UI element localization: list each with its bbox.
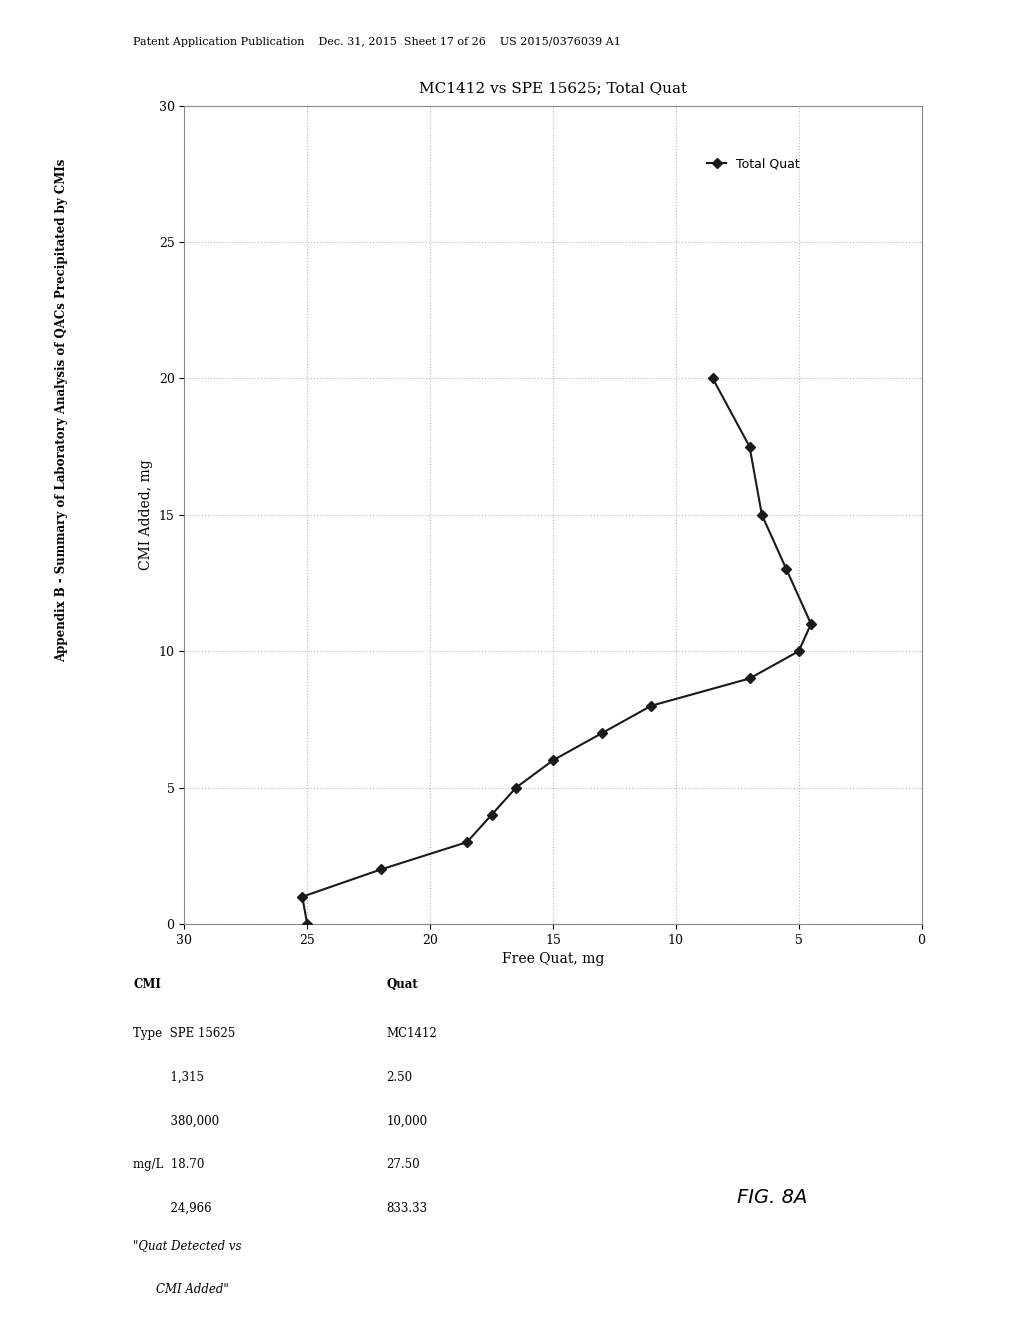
X-axis label: Free Quat, mg: Free Quat, mg [502,952,604,966]
Text: Patent Application Publication    Dec. 31, 2015  Sheet 17 of 26    US 2015/03760: Patent Application Publication Dec. 31, … [133,37,621,48]
Text: mg/L  18.70: mg/L 18.70 [133,1158,205,1171]
Y-axis label: CMI Added, mg: CMI Added, mg [139,459,153,570]
Title: MC1412 vs SPE 15625; Total Quat: MC1412 vs SPE 15625; Total Quat [419,81,687,95]
Text: 833.33: 833.33 [387,1201,428,1214]
Text: 10,000: 10,000 [387,1114,428,1127]
Text: 1,315: 1,315 [133,1071,204,1084]
Text: 380,000: 380,000 [133,1114,219,1127]
Text: "Quat Detected vs: "Quat Detected vs [133,1239,242,1253]
Text: Appendix B - Summary of Laboratory Analysis of QACs Precipitated by CMIs: Appendix B - Summary of Laboratory Analy… [55,158,68,661]
Text: Type  SPE 15625: Type SPE 15625 [133,1027,236,1040]
Text: CMI: CMI [133,978,161,991]
Text: 27.50: 27.50 [387,1158,420,1171]
Text: CMI Added": CMI Added" [156,1283,228,1296]
Text: MC1412: MC1412 [387,1027,437,1040]
Text: 2.50: 2.50 [387,1071,413,1084]
Text: FIG. 8A: FIG. 8A [737,1188,808,1206]
Text: Quat: Quat [387,978,419,991]
Text: 24,966: 24,966 [133,1201,212,1214]
Legend: Total Quat: Total Quat [702,153,805,176]
